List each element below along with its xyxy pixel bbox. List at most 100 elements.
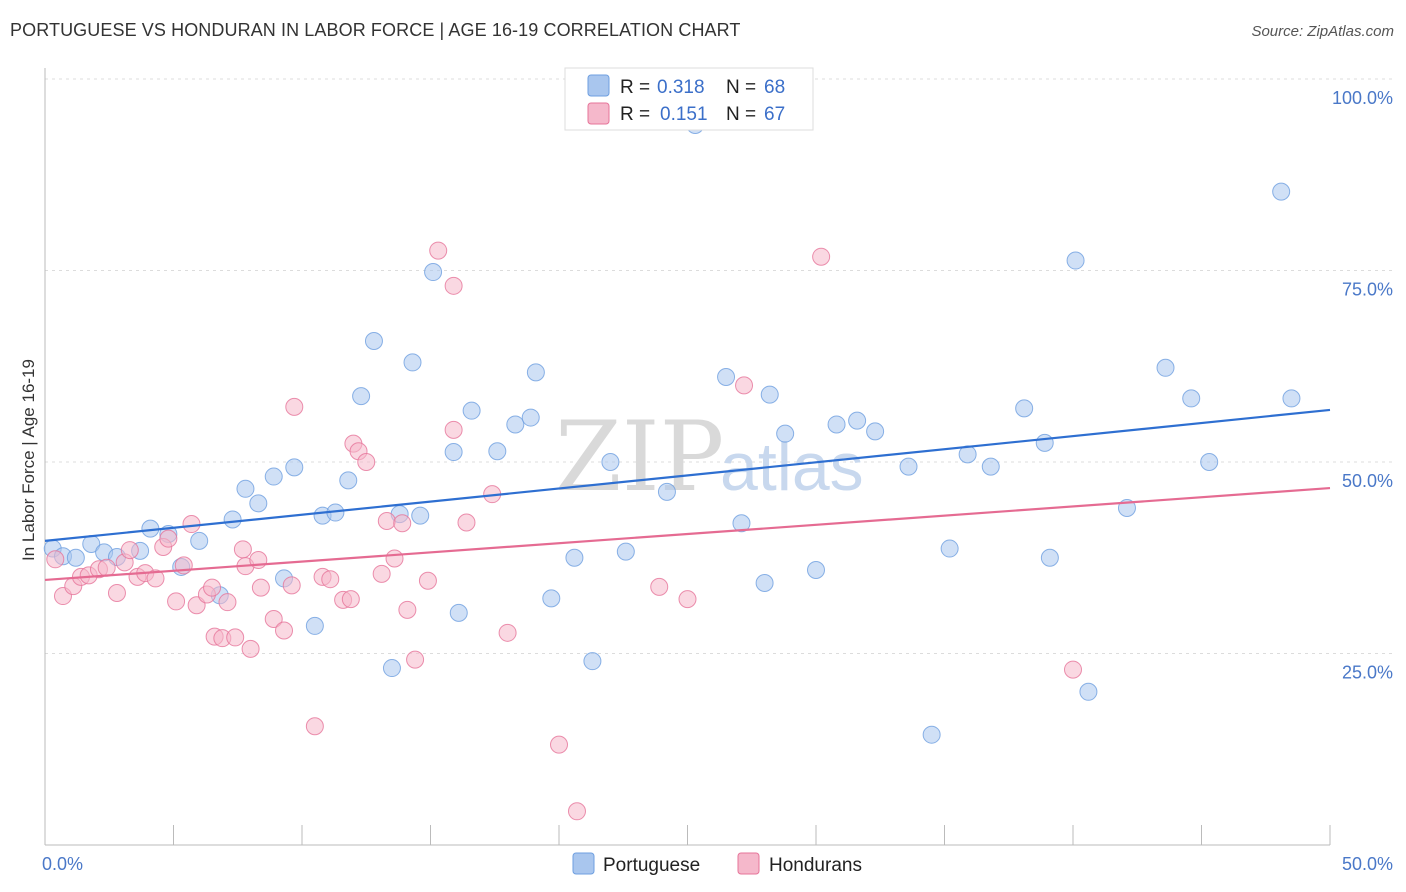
honduran-point — [305, 717, 324, 736]
portuguese-point — [1272, 182, 1291, 201]
honduran-point — [406, 650, 425, 669]
honduran-point — [385, 549, 404, 568]
honduran-point — [567, 802, 586, 821]
series-hondurans-points — [46, 241, 1082, 821]
portuguese-point — [488, 442, 507, 461]
honduran-point — [226, 628, 245, 647]
honduran-point — [97, 558, 116, 577]
honduran-point — [285, 397, 304, 416]
portuguese-point — [190, 531, 209, 550]
honduran-trend-line — [44, 486, 1331, 582]
honduran-point — [321, 570, 340, 589]
honduran-point — [1064, 660, 1082, 679]
honduran-point — [498, 623, 517, 642]
portuguese-point — [264, 467, 283, 486]
x-tick-labels: 0.0% 50.0% — [42, 854, 1393, 874]
portuguese-point — [827, 415, 846, 434]
y-tick-label: 75.0% — [1342, 280, 1393, 300]
portuguese-point — [223, 510, 242, 529]
x-tick-label: 0.0% — [42, 854, 83, 874]
bottom-legend: Portuguese Hondurans — [572, 852, 862, 876]
honduran-point — [146, 569, 165, 588]
portuguese-point — [807, 561, 825, 580]
portuguese-point — [506, 415, 525, 434]
honduran-point — [398, 600, 417, 619]
honduran-point — [457, 513, 476, 532]
honduran-point — [218, 593, 237, 612]
honduran-point — [282, 576, 301, 595]
portuguese-point — [732, 514, 751, 533]
portuguese-point — [403, 353, 422, 372]
honduran-point — [120, 541, 139, 560]
portuguese-point — [249, 494, 268, 513]
honduran-point — [251, 578, 270, 597]
honduran-point — [275, 621, 294, 640]
portuguese-point — [1040, 548, 1059, 567]
honduran-point — [107, 583, 126, 602]
source-label: Source: ZipAtlas.com — [1251, 23, 1394, 40]
portuguese-point — [305, 616, 324, 635]
portuguese-point — [382, 659, 401, 678]
portuguese-point — [352, 387, 371, 406]
portuguese-point — [1015, 399, 1034, 418]
portuguese-point — [66, 548, 85, 567]
portuguese-point — [583, 652, 602, 671]
portuguese-point — [1079, 682, 1098, 701]
portuguese-point — [657, 482, 676, 501]
watermark: ZIP atlas — [555, 401, 864, 513]
portuguese-point — [755, 574, 774, 593]
axes — [44, 68, 1331, 846]
honduran-point — [203, 578, 222, 597]
watermark-zip: ZIP — [555, 401, 724, 513]
portuguese-point — [449, 603, 468, 622]
y-tick-label: 50.0% — [1342, 471, 1393, 491]
honduran-point — [341, 590, 360, 609]
series-portuguese-points — [43, 115, 1301, 744]
legend-r-label: R = — [620, 77, 650, 98]
portuguese-point — [565, 548, 584, 567]
portuguese-point — [717, 367, 736, 386]
portuguese-point — [462, 401, 481, 420]
y-tick-label: 25.0% — [1342, 663, 1393, 683]
portuguese-point — [981, 457, 1000, 476]
honduran-point — [429, 241, 448, 260]
portuguese-point — [1156, 358, 1175, 377]
legend-n-value: 68 — [764, 77, 785, 98]
legend-r-label: R = — [620, 104, 650, 125]
portuguese-trend-line — [44, 408, 1331, 542]
honduran-point — [393, 514, 412, 533]
portuguese-point — [526, 363, 545, 382]
portuguese-point — [542, 589, 561, 608]
honduran-point — [418, 571, 437, 590]
bottom-legend-swatch-portuguese — [572, 852, 595, 875]
honduran-point — [182, 515, 201, 534]
portuguese-point — [760, 385, 779, 404]
legend-box: R = 0.318 N = 68 R = 0.151 N = 67 — [564, 67, 814, 131]
legend-swatch-portuguese — [587, 74, 610, 97]
legend-n-label: N = — [726, 104, 756, 125]
portuguese-point — [1282, 389, 1301, 408]
y-tick-label: 100.0% — [1332, 88, 1393, 108]
portuguese-point — [339, 471, 358, 490]
portuguese-point — [922, 725, 941, 744]
bottom-legend-swatch-hondurans — [737, 852, 760, 875]
legend-swatch-hondurans — [587, 102, 610, 125]
portuguese-point — [866, 422, 885, 441]
honduran-point — [735, 376, 754, 395]
portuguese-point — [601, 453, 620, 471]
honduran-point — [650, 577, 669, 596]
portuguese-point — [940, 539, 959, 558]
portuguese-point — [364, 331, 383, 350]
portuguese-point — [1035, 433, 1054, 452]
portuguese-point — [616, 542, 635, 561]
honduran-point — [159, 529, 178, 548]
portuguese-point — [1066, 251, 1085, 270]
honduran-point — [444, 276, 463, 295]
honduran-point — [264, 610, 283, 629]
x-tick-label: 50.0% — [1342, 854, 1393, 874]
bottom-legend-hondurans: Hondurans — [769, 855, 862, 876]
portuguese-point — [1182, 389, 1201, 408]
chart-title: PORTUGUESE VS HONDURAN IN LABOR FORCE | … — [10, 20, 741, 40]
portuguese-point — [776, 424, 795, 443]
y-tick-labels: 100.0% 75.0% 50.0% 25.0% — [1332, 88, 1393, 683]
